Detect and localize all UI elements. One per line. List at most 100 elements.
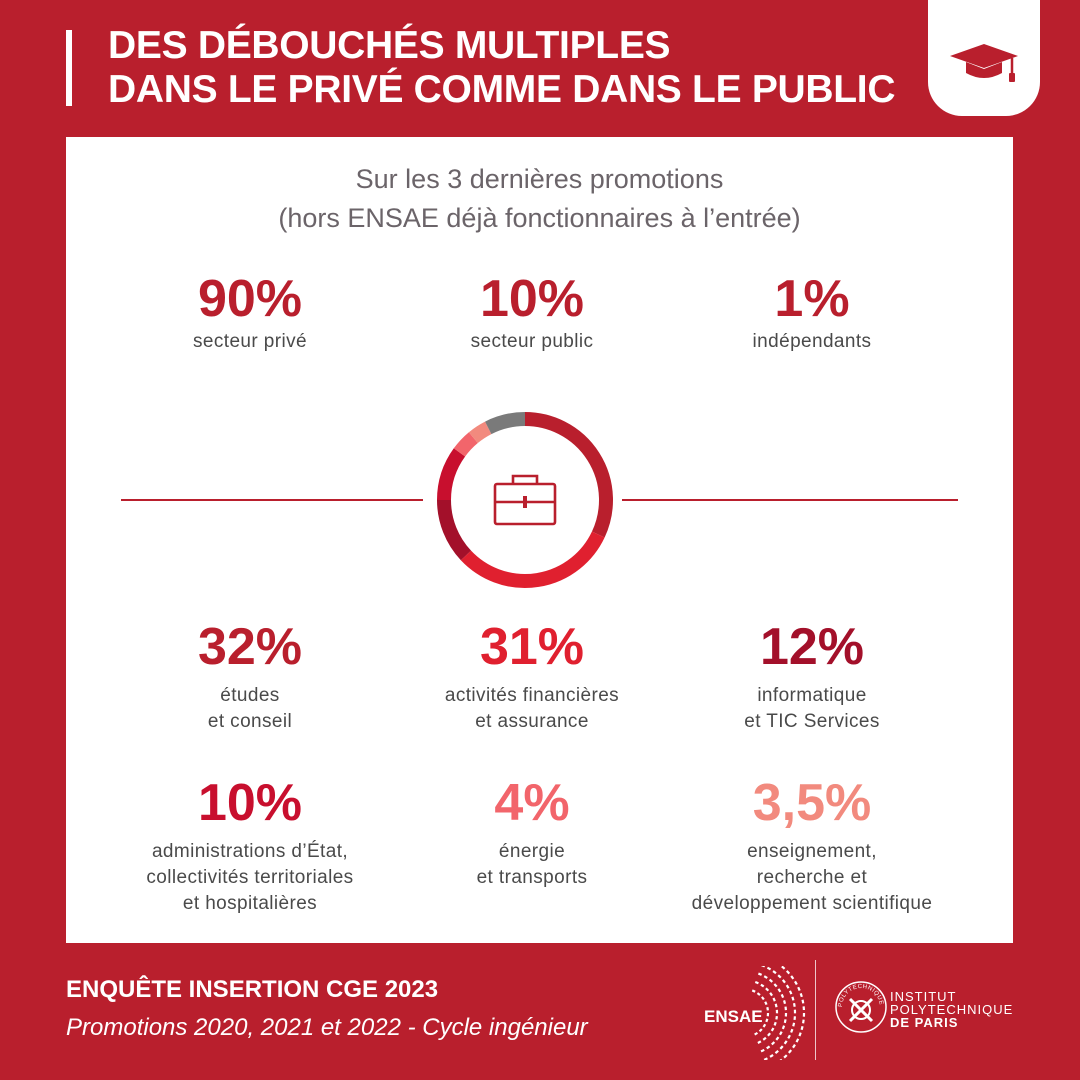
ensae-arc-segment xyxy=(763,975,768,979)
ensae-arc-segment xyxy=(792,1003,796,1007)
donut-chart xyxy=(437,412,613,588)
title-line-2: DANS LE PRIVÉ COMME DANS LE PUBLIC xyxy=(108,68,896,111)
donut-slice-0 xyxy=(524,412,613,538)
title-line-1: DES DÉBOUCHÉS MULTIPLES xyxy=(108,24,671,67)
ensae-arc-segment xyxy=(756,992,761,996)
ensae-arc-segment xyxy=(792,1044,796,1049)
ensae-arc-segment xyxy=(762,1036,767,1041)
category-label: enseignement, recherche et développement… xyxy=(691,841,933,914)
ensae-arc-segment xyxy=(795,1038,800,1043)
logo-divider xyxy=(815,960,816,1060)
ensae-arc-segment xyxy=(766,966,772,971)
category-label: études et conseil xyxy=(207,685,293,732)
ensae-arc-segment xyxy=(777,974,782,979)
ensae-arc-segment xyxy=(773,983,778,988)
ensae-arc-segment xyxy=(769,992,773,997)
ip-paris-logo-text: INSTITUT POLYTECHNIQUE DE PARIS xyxy=(890,990,1013,1029)
ensae-arc-segment xyxy=(772,997,776,1002)
ensae-arc-segment xyxy=(764,1001,768,1006)
ensae-arc-segment xyxy=(757,972,763,976)
stat-category: 31% activités financières et assurance xyxy=(382,619,682,735)
stat-value: 1% xyxy=(774,270,850,328)
category-value: 3,5% xyxy=(752,774,872,832)
stat-category: 3,5% enseignement, recherche et développe… xyxy=(662,775,962,917)
ensae-arc-segment xyxy=(801,999,805,1004)
ensae-arc-segment xyxy=(791,996,795,1001)
ensae-arc-segment xyxy=(774,1050,779,1055)
ensae-arc-segment xyxy=(774,1003,778,1008)
content-panel: Sur les 3 dernières promotions (hors ENS… xyxy=(66,137,1013,943)
ensae-arc-segment xyxy=(777,988,782,993)
category-value: 12% xyxy=(759,618,865,676)
ensae-arc-segment xyxy=(766,1006,769,1011)
ensae-arc-segment xyxy=(760,983,765,988)
ensae-arc-segment xyxy=(802,1019,805,1024)
category-label: administrations d’État, collectivités te… xyxy=(146,841,354,914)
donut-slice-4 xyxy=(453,432,478,457)
stat-value: 10% xyxy=(479,270,585,328)
ensae-arc-segment xyxy=(773,1021,777,1026)
ensae-arc-segment xyxy=(783,1040,788,1045)
footer-title: ENQUÊTE INSERTION CGE 2023 xyxy=(66,976,439,1003)
ensae-arc-segment xyxy=(770,1027,775,1032)
category-value: 4% xyxy=(494,774,570,832)
ensae-arc-segment xyxy=(762,1023,767,1028)
ensae-arc-segment xyxy=(765,1018,769,1023)
stat-category: 12% informatique et TIC Services xyxy=(662,619,962,735)
ip-line-1: INSTITUT xyxy=(890,989,957,1004)
ensae-arc-segment xyxy=(785,970,791,975)
ensae-arc-segment xyxy=(788,990,793,995)
category-value: 31% xyxy=(479,618,585,676)
category-value: 10% xyxy=(197,774,303,832)
stat-category: 10% administrations d’État, collectivités… xyxy=(100,775,400,917)
ensae-arc-segment xyxy=(787,1034,791,1039)
stat-sector-independent: 1% indépendants xyxy=(662,271,962,355)
ensae-arc-segment xyxy=(781,979,786,984)
category-label: activités financières et assurance xyxy=(444,685,620,732)
ensae-arc-segment xyxy=(790,975,795,980)
ensae-arc-segment xyxy=(783,1054,788,1059)
category-value: 32% xyxy=(197,618,303,676)
category-label: énergie et transports xyxy=(476,841,588,888)
donut-slice-2 xyxy=(437,499,472,561)
footer-subtitle: Promotions 2020, 2021 et 2022 - Cycle in… xyxy=(66,1014,588,1041)
category-label: informatique et TIC Services xyxy=(744,685,880,732)
ensae-arc-segment xyxy=(792,1022,796,1027)
ensae-arc-segment xyxy=(751,989,756,993)
subtitle-line-1: Sur les 3 dernières promotions xyxy=(355,164,724,194)
ensae-arc-segment xyxy=(800,1025,804,1031)
graduation-cap-icon xyxy=(950,44,1018,82)
ensae-arc-segment xyxy=(783,1019,787,1024)
ensae-arc-segment xyxy=(779,1031,783,1036)
subtitle-line-2: (hors ENSAE déjà fonctionnaires à l’entr… xyxy=(278,203,801,233)
stat-sector-private: 90% secteur privé xyxy=(100,271,400,355)
ensae-logo-text: ENSAE xyxy=(704,1007,763,1026)
stat-sector-public: 10% secteur public xyxy=(382,271,682,355)
title-accent-bar xyxy=(66,30,72,106)
ensae-arc-segment xyxy=(785,984,790,989)
ensae-arc-segment xyxy=(767,1032,771,1037)
ensae-arc-segment xyxy=(771,1041,776,1046)
ensae-arc-segment xyxy=(769,1054,774,1058)
divider-right xyxy=(622,499,958,501)
stat-category: 4% énergie et transports xyxy=(382,775,682,891)
ensae-arc-segment xyxy=(781,1025,786,1030)
stat-label: secteur privé xyxy=(193,331,307,352)
donut-slice-3 xyxy=(437,448,466,501)
ensae-arc-segment xyxy=(761,996,765,1001)
stat-label: secteur public xyxy=(470,331,594,352)
ensae-arc-segment xyxy=(754,980,759,985)
ensae-arc-segment xyxy=(765,987,770,992)
ensae-arc-segment xyxy=(757,1040,762,1044)
ip-line-3: DE PARIS xyxy=(890,1015,959,1030)
ensae-arc-segment xyxy=(758,1028,763,1033)
ensae-arc-segment xyxy=(799,993,803,998)
ensae-arc-segment xyxy=(768,978,774,983)
stat-category: 32% études et conseil xyxy=(100,619,400,735)
ensae-arc-segment xyxy=(779,1045,784,1050)
donut-slice-1 xyxy=(460,531,605,588)
ensae-arc-segment xyxy=(754,1031,759,1036)
donut-slice-5 xyxy=(468,421,492,444)
page-title: DES DÉBOUCHÉS MULTIPLES DANS LE PRIVÉ CO… xyxy=(108,24,895,112)
ensae-arc-segment xyxy=(763,1057,768,1060)
